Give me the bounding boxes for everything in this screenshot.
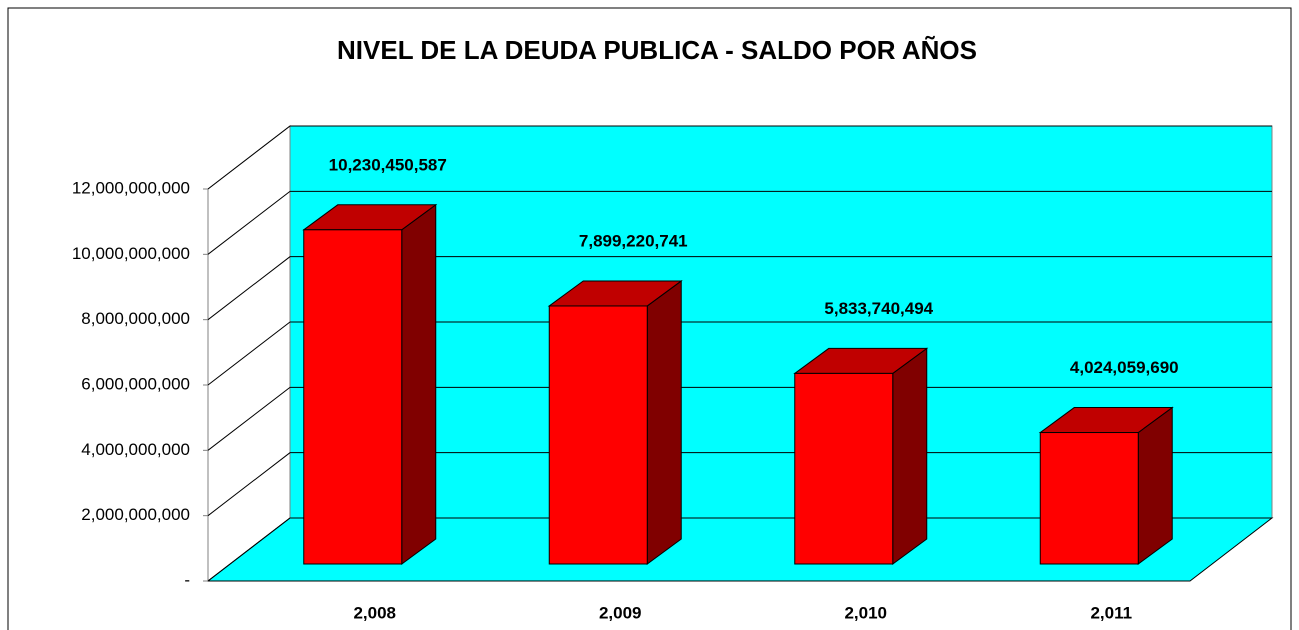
bar xyxy=(548,305,648,565)
y-tick-label: 10,000,000,000 xyxy=(72,244,190,263)
bar xyxy=(794,372,894,565)
bar xyxy=(303,229,403,565)
x-tick-label: 2,009 xyxy=(599,603,642,622)
grid-line xyxy=(207,321,1272,386)
data-label: 10,230,450,587 xyxy=(329,155,447,174)
data-label: 5,833,740,494 xyxy=(824,299,933,318)
x-tick-label: 2,010 xyxy=(844,603,887,622)
y-tick-label: 4,000,000,000 xyxy=(81,440,190,459)
y-tick-label: 12,000,000,000 xyxy=(72,178,190,197)
x-tick-label: 2,008 xyxy=(353,603,396,622)
grid-line xyxy=(207,452,1272,517)
data-label: 7,899,220,741 xyxy=(579,231,688,250)
y-tick-label: 6,000,000,000 xyxy=(81,374,190,393)
grid-line xyxy=(207,190,1272,255)
y-tick-label: 8,000,000,000 xyxy=(81,309,190,328)
bar xyxy=(1039,432,1139,565)
bar-side xyxy=(892,347,928,565)
chart-title: NIVEL DE LA DEUDA PUBLICA - SALDO POR AÑ… xyxy=(337,35,977,65)
bar-side xyxy=(646,279,682,565)
x-tick-label: 2,011 xyxy=(1090,603,1132,622)
grid-line xyxy=(207,256,1272,321)
bar-side xyxy=(401,203,437,565)
chart-border xyxy=(7,7,1292,630)
y-tick-label: - xyxy=(184,570,190,589)
data-label: 4,024,059,690 xyxy=(1070,358,1179,377)
grid-line xyxy=(207,125,1272,190)
grid-line xyxy=(207,517,1272,582)
y-tick-label: 2,000,000,000 xyxy=(81,505,190,524)
bar-side xyxy=(1137,406,1173,565)
grid-line xyxy=(207,386,1272,451)
